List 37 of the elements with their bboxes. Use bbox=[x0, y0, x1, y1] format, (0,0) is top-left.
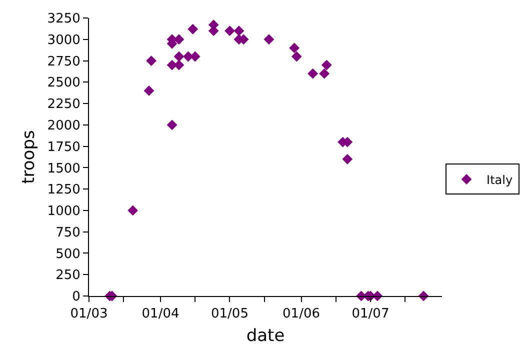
point bbox=[342, 154, 353, 164]
y-tick-label: 1500 bbox=[47, 161, 80, 176]
point bbox=[146, 56, 156, 66]
y-tick-label: 500 bbox=[56, 246, 80, 262]
y-axis-title: troops bbox=[18, 130, 39, 184]
y-tick-label: 250 bbox=[56, 268, 80, 284]
legend-label: Italy bbox=[486, 172, 513, 187]
point bbox=[264, 34, 274, 45]
x-tick-label: 01/07 bbox=[352, 306, 390, 322]
y-tick-label: 2000 bbox=[47, 118, 80, 134]
point bbox=[291, 51, 302, 62]
y-tick-label: 0 bbox=[72, 290, 80, 305]
point bbox=[319, 68, 330, 79]
point bbox=[188, 24, 198, 34]
y-tick-label: 2500 bbox=[47, 76, 80, 91]
y-tick-label: 3000 bbox=[47, 32, 80, 48]
point bbox=[144, 86, 154, 96]
x-tick-label: 01/06 bbox=[282, 306, 320, 322]
y-tick-label: 2750 bbox=[47, 54, 80, 70]
point bbox=[321, 60, 332, 70]
point bbox=[174, 51, 184, 62]
y-tick-label: 1250 bbox=[47, 182, 80, 198]
x-tick-label: 01/04 bbox=[142, 306, 180, 322]
y-tick-label: 3250 bbox=[47, 12, 80, 27]
point bbox=[128, 205, 138, 216]
point bbox=[308, 68, 318, 79]
x-tick-label: 01/05 bbox=[211, 306, 248, 322]
point bbox=[234, 26, 244, 36]
y-tick-label: 1000 bbox=[47, 204, 80, 220]
y-tick-label: 750 bbox=[56, 225, 80, 240]
point bbox=[224, 26, 235, 36]
point bbox=[166, 120, 178, 130]
x-axis-title: date bbox=[246, 326, 285, 346]
y-tick-label: 2250 bbox=[47, 97, 80, 112]
x-tick-label: 01/03 bbox=[70, 306, 108, 322]
point bbox=[289, 42, 300, 54]
y-tick-label: 1750 bbox=[47, 140, 80, 155]
